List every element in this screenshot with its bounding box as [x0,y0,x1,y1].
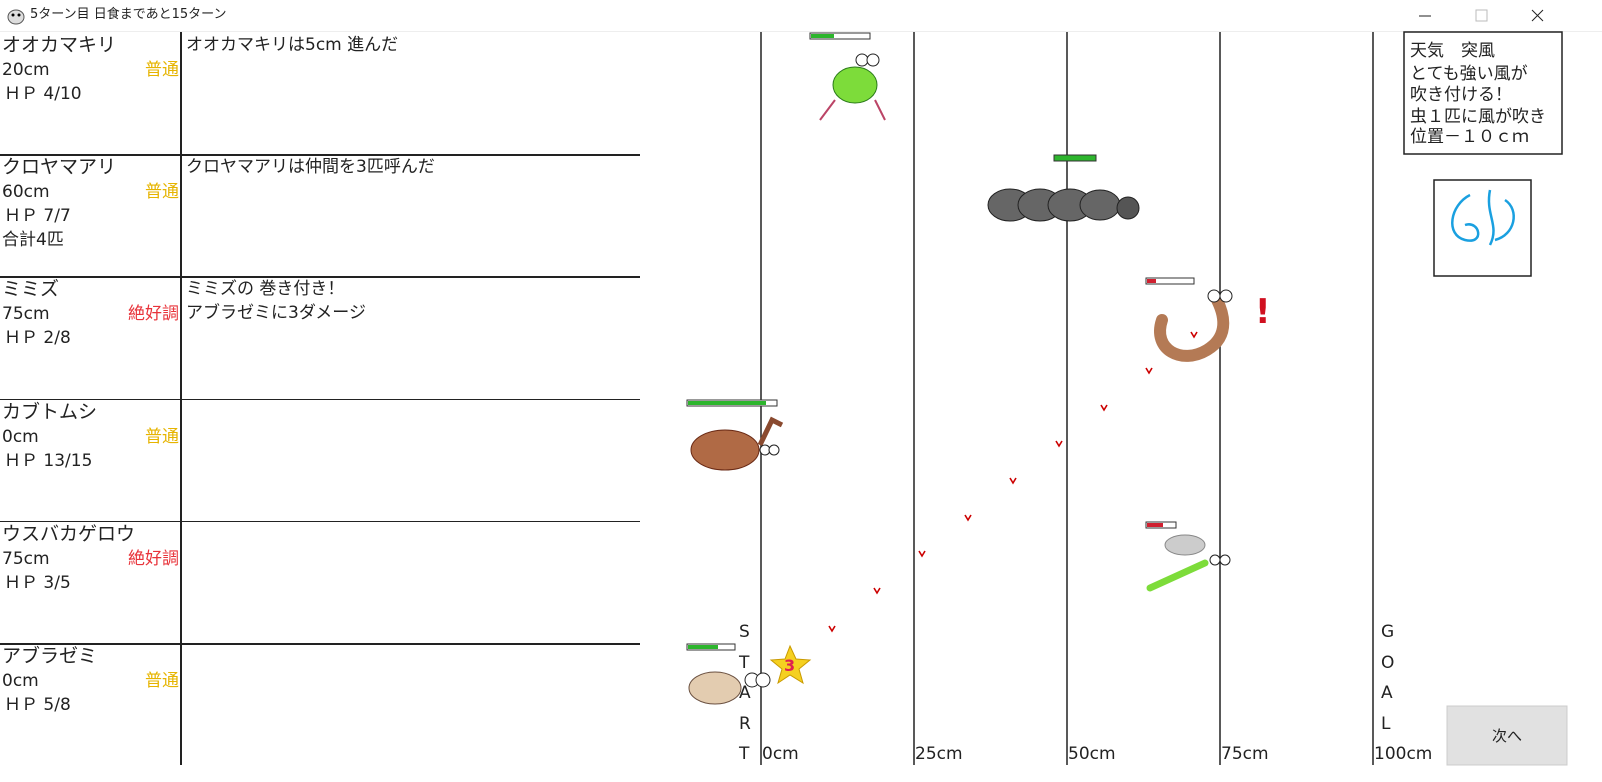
bug-hp: ＨＰ 4/10 [4,84,82,104]
bug-hp: ＨＰ 5/8 [4,695,71,715]
next-button-bg[interactable] [1446,705,1568,766]
bug-distance: 75cm [2,304,50,325]
axis-label: 50cm [1068,744,1116,764]
bug-extra: 合計4匹 [2,230,64,251]
bug-name: カブトムシ [2,400,98,423]
next-button[interactable]: 次へ [1491,727,1522,745]
bug-condition: 普通 [145,182,179,203]
beetle [686,399,784,471]
goal-letter: G [1381,622,1395,642]
axis-label: 25cm [915,744,963,764]
row-divider [0,643,640,645]
bug-hp: ＨＰ 13/15 [4,450,93,471]
bug-name: ウスバカゲロウ [2,522,136,545]
worm [1145,277,1233,362]
goal-letter: A [1381,683,1393,703]
weather-text: 吹き付ける！ [1410,85,1512,105]
bug-condition: 普通 [145,671,179,691]
bug-condition: 普通 [145,60,179,80]
start-letter: T [739,744,750,764]
row-divider [0,520,640,523]
bug-name: オオカマキリ [2,34,117,56]
action-log: アブラゼミに3ダメージ [186,303,366,324]
bug-name: クロヤマアリ [2,156,117,179]
antlion [1145,521,1231,592]
column-divider [180,32,182,765]
row-divider [0,398,640,401]
row-divider [0,154,640,156]
action-log: クロヤマアリは仲間を3匹呼んだ [186,157,435,178]
action-log: オオカマキリは5cm 進んだ [186,35,399,55]
bug-distance: 20cm [2,60,50,80]
row-divider [0,276,640,278]
cicada [686,643,812,705]
bug-name: アブラゼミ [2,645,98,667]
action-log: ミミズの 巻き付き！ [186,279,345,300]
start-letter: S [739,622,750,642]
start-letter: A [739,683,751,703]
title-bar: 5ターン目 日食まであと15ターン [0,0,1602,32]
start-letter: T [739,652,750,673]
bug-distance: 0cm [2,426,39,447]
axis-label: 100cm [1374,744,1433,764]
bug-condition: 普通 [145,426,179,447]
bug-hp: ＨＰ 2/8 [4,328,71,349]
alert-mark: ! [1255,292,1271,332]
weather-heading: 天気 突風 [1410,41,1495,61]
window-title: 5ターン目 日食まであと15ターン [30,7,227,22]
bug-name: ミミズ [2,278,60,301]
bug-condition: 絶好調 [128,548,179,569]
bug-distance: 75cm [2,548,50,569]
weather-effect: 虫１匹に風が吹き [1410,107,1546,127]
weather-effect: 位置－１０ｃｍ [1410,127,1529,147]
app-icon [7,9,25,25]
bug-hp: ＨＰ 3/5 [4,572,71,593]
window-controls[interactable] [1400,0,1602,31]
bug-condition: 絶好調 [128,304,179,325]
axis-label: 0cm [762,744,799,764]
start-letter: R [739,713,751,734]
star-label: 3 [784,656,796,675]
mantis [809,32,886,121]
axis-label: 75cm [1221,744,1269,764]
ants [987,154,1140,222]
bug-hp: ＨＰ 7/7 [4,206,71,227]
goal-letter: L [1381,713,1391,734]
bug-distance: 60cm [2,182,50,203]
weather-text: とても強い風が [1410,64,1528,84]
bug-distance: 0cm [2,671,39,691]
goal-letter: O [1381,652,1395,673]
